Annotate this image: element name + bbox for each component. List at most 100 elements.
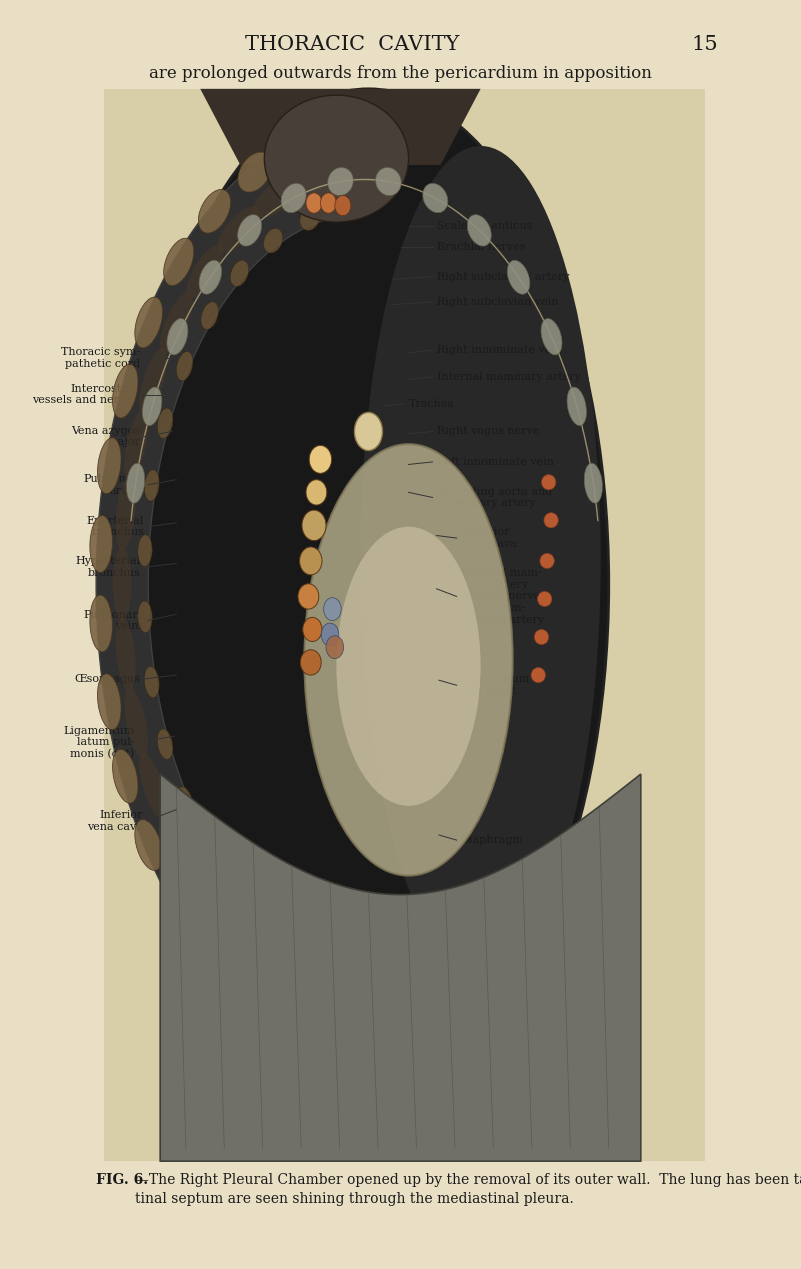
Ellipse shape <box>335 195 351 216</box>
Text: Œsophagus: Œsophagus <box>74 674 140 684</box>
Text: are prolonged outwards from the pericardium in apposition: are prolonged outwards from the pericard… <box>149 65 652 82</box>
Text: Pulmonary
veins: Pulmonary veins <box>83 609 144 632</box>
Text: Left innominate vein: Left innominate vein <box>437 457 553 467</box>
Ellipse shape <box>144 470 159 501</box>
Ellipse shape <box>584 463 602 504</box>
Ellipse shape <box>541 475 556 490</box>
Ellipse shape <box>303 617 322 642</box>
Ellipse shape <box>157 730 173 759</box>
Ellipse shape <box>124 410 148 481</box>
Ellipse shape <box>127 463 145 504</box>
Ellipse shape <box>144 666 159 698</box>
Ellipse shape <box>113 364 138 418</box>
Ellipse shape <box>231 881 248 907</box>
Ellipse shape <box>300 650 321 675</box>
Ellipse shape <box>135 297 163 348</box>
Ellipse shape <box>115 618 135 690</box>
Ellipse shape <box>540 553 554 569</box>
Ellipse shape <box>115 477 135 549</box>
Ellipse shape <box>253 949 297 989</box>
Ellipse shape <box>306 480 327 505</box>
Text: Right subclavian artery: Right subclavian artery <box>437 272 569 282</box>
Ellipse shape <box>264 915 283 939</box>
Ellipse shape <box>157 409 173 438</box>
Ellipse shape <box>567 387 586 425</box>
Polygon shape <box>96 126 351 1042</box>
Ellipse shape <box>143 387 162 425</box>
Polygon shape <box>160 774 641 1161</box>
Ellipse shape <box>328 168 353 195</box>
Ellipse shape <box>187 245 223 298</box>
Text: Vena azygos
major: Vena azygos major <box>71 425 140 448</box>
Ellipse shape <box>264 95 409 222</box>
Ellipse shape <box>238 152 272 192</box>
Ellipse shape <box>281 184 306 213</box>
Ellipse shape <box>376 168 401 195</box>
Text: —The Right Pleural Chamber opened up by the removal of its outer wall.  The lung: —The Right Pleural Chamber opened up by … <box>135 1173 801 1206</box>
Text: Ascending aorta and
pulmonary artery: Ascending aorta and pulmonary artery <box>437 486 553 509</box>
Text: FIG. 6.: FIG. 6. <box>96 1173 148 1187</box>
Ellipse shape <box>300 937 320 961</box>
Text: Pulmonary
artery: Pulmonary artery <box>83 473 144 496</box>
Ellipse shape <box>321 623 339 646</box>
Ellipse shape <box>336 527 481 806</box>
Ellipse shape <box>507 260 529 294</box>
Ellipse shape <box>176 787 193 816</box>
Ellipse shape <box>218 207 259 253</box>
Text: Right vagus nerve: Right vagus nerve <box>437 426 539 437</box>
Ellipse shape <box>531 667 545 683</box>
Ellipse shape <box>90 515 112 572</box>
Ellipse shape <box>541 319 562 355</box>
Ellipse shape <box>302 510 326 541</box>
Ellipse shape <box>138 534 152 566</box>
Ellipse shape <box>360 146 601 971</box>
Ellipse shape <box>98 438 121 494</box>
Ellipse shape <box>238 976 272 1015</box>
Ellipse shape <box>139 348 167 414</box>
Ellipse shape <box>264 228 283 253</box>
Ellipse shape <box>218 915 259 961</box>
Ellipse shape <box>534 629 549 645</box>
Text: Trachea: Trachea <box>409 398 454 409</box>
Polygon shape <box>200 89 481 165</box>
Ellipse shape <box>537 591 552 607</box>
Ellipse shape <box>201 838 219 865</box>
Text: Right subclavian vein: Right subclavian vein <box>437 297 558 307</box>
Ellipse shape <box>139 754 167 820</box>
Ellipse shape <box>187 869 223 923</box>
Ellipse shape <box>355 412 383 450</box>
Text: Hyparterial
bronchus: Hyparterial bronchus <box>75 556 140 579</box>
Ellipse shape <box>163 239 194 286</box>
Ellipse shape <box>90 595 112 652</box>
Ellipse shape <box>231 260 248 287</box>
Text: Intercostal
vessels and nerve: Intercostal vessels and nerve <box>32 383 132 406</box>
Text: Inferior
vena cava: Inferior vena cava <box>87 810 143 832</box>
Ellipse shape <box>201 302 219 330</box>
Ellipse shape <box>298 584 319 609</box>
Bar <box>104 89 705 1161</box>
Text: 15: 15 <box>691 36 718 53</box>
Ellipse shape <box>160 815 193 876</box>
Ellipse shape <box>199 260 222 294</box>
Ellipse shape <box>238 214 262 246</box>
Ellipse shape <box>163 882 194 929</box>
Ellipse shape <box>306 193 322 213</box>
Ellipse shape <box>113 547 131 621</box>
Text: Pericardium
and heart: Pericardium and heart <box>461 674 529 697</box>
Ellipse shape <box>423 184 448 213</box>
Ellipse shape <box>135 820 163 871</box>
Text: Thoracic sym-
pathetic cord: Thoracic sym- pathetic cord <box>61 346 140 369</box>
Ellipse shape <box>124 687 148 758</box>
Ellipse shape <box>304 444 513 876</box>
Text: Internal mam-
mary artery
Phrenic nerve
and accom-
panying artery: Internal mam- mary artery Phrenic nerve … <box>461 569 544 624</box>
Text: Diaphragm: Diaphragm <box>461 835 524 845</box>
Text: Eparterial
bronchus: Eparterial bronchus <box>87 515 144 538</box>
Ellipse shape <box>167 319 188 355</box>
Ellipse shape <box>199 189 231 233</box>
Ellipse shape <box>281 1004 316 1041</box>
Ellipse shape <box>98 674 121 730</box>
Ellipse shape <box>309 445 332 473</box>
Ellipse shape <box>281 127 316 164</box>
Ellipse shape <box>253 179 297 218</box>
Ellipse shape <box>326 636 344 659</box>
